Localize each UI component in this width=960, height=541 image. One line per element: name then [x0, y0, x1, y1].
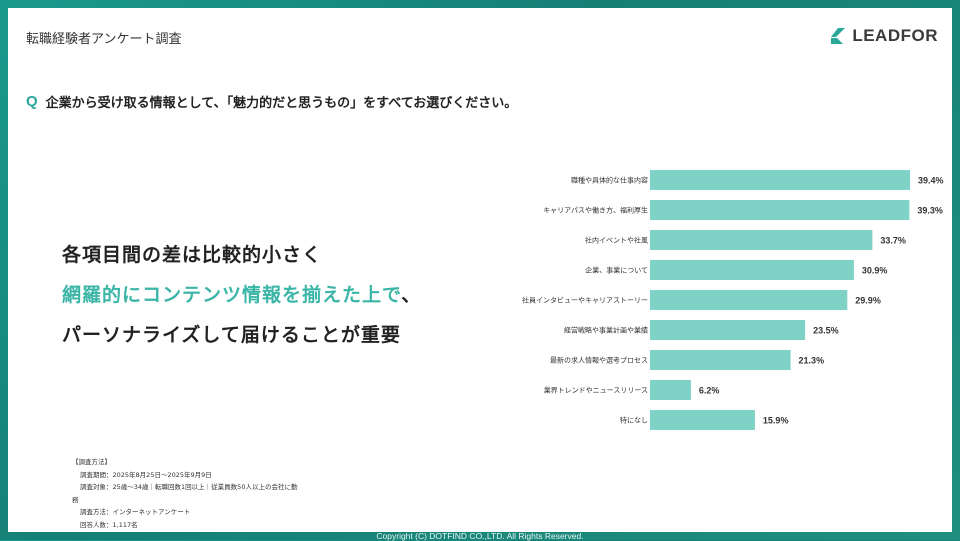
question: Q 企業から受け取る情報として、「魅力的だと思うもの」をすべてお選びください。	[26, 92, 517, 111]
category-label-1: キャリアパスや働き方、福利厚生	[543, 206, 648, 215]
bar-6	[650, 350, 791, 370]
value-label-2: 33.7%	[880, 236, 906, 246]
message-line-1: 各項目間の差は比較的小さく	[62, 244, 323, 266]
method-period: 調査期間：2025年8月25日～2025年9月9日	[80, 470, 212, 479]
slide: 転職経験者アンケート調査 LEADFOR Q 企業から受け取る情報として、「魅力…	[8, 8, 952, 532]
bar-5	[650, 320, 806, 340]
bar-1	[650, 200, 910, 220]
bar-4	[650, 290, 848, 310]
leadfor-logo-icon	[831, 28, 846, 44]
method-target: 調査対象：25歳～34歳｜転職回数1回以上｜従業員数50人以上の会社に勤	[80, 483, 298, 492]
value-label-5: 23.5%	[813, 326, 839, 336]
message-line-2: 網羅的にコンテンツ情報を揃えた上で、	[62, 280, 421, 307]
logo: LEADFOR	[828, 26, 938, 46]
bar-8	[650, 410, 755, 430]
bar-3	[650, 260, 854, 280]
value-label-0: 39.4%	[918, 176, 944, 186]
value-label-3: 30.9%	[862, 266, 888, 276]
category-label-8: 特になし	[620, 416, 648, 425]
bar-0	[650, 170, 910, 190]
message-highlight: 網羅的にコンテンツ情報を揃えた上で	[62, 284, 402, 306]
question-text: 企業から受け取る情報として、「魅力的だと思うもの」をすべてお選びください。	[45, 96, 518, 111]
survey-title: 転職経験者アンケート調査	[26, 32, 182, 47]
value-label-7: 6.2%	[699, 386, 720, 396]
method-respondents: 回答人数：1,117名	[80, 520, 138, 529]
message-line-3: パーソナライズして届けることが重要	[62, 324, 401, 346]
category-label-7: 業界トレンドやニュースリリース	[544, 386, 648, 395]
bar-2	[650, 230, 873, 250]
copyright: Copyright (C) DOTFIND CO.,LTD. All Right…	[376, 531, 584, 541]
bar-7	[650, 380, 691, 400]
value-label-8: 15.9%	[763, 416, 789, 426]
value-label-1: 39.3%	[917, 206, 943, 216]
category-label-4: 社員インタビューやキャリアストーリー	[522, 296, 648, 305]
question-mark: Q	[26, 93, 38, 110]
category-label-0: 職種や具体的な仕事内容	[571, 176, 648, 185]
category-label-5: 経営戦略や事業計画や業績	[564, 326, 648, 335]
bar-chart: 職種や具体的な仕事内容 39.4% キャリアパスや働き方、福利厚生 39.3% 社内イベ…	[522, 170, 944, 430]
message-line-2-tail: 、	[401, 284, 422, 306]
logo-text: LEADFOR	[852, 26, 938, 45]
value-label-4: 29.9%	[855, 296, 881, 306]
method-target-continued: 務	[72, 495, 79, 504]
value-label-6: 21.3%	[799, 356, 825, 366]
method-approach: 調査方法：インターネットアンケート	[80, 508, 191, 517]
survey-method: 【調査方法】 調査期間：2025年8月25日～2025年9月9日 調査対象：25…	[72, 456, 297, 532]
category-label-2: 社内イベントや社風	[585, 236, 648, 245]
category-label-6: 最新の求人情報や選考プロセス	[550, 356, 648, 365]
method-heading: 【調査方法】	[72, 458, 111, 466]
category-label-3: 企業、事業について	[585, 266, 648, 275]
